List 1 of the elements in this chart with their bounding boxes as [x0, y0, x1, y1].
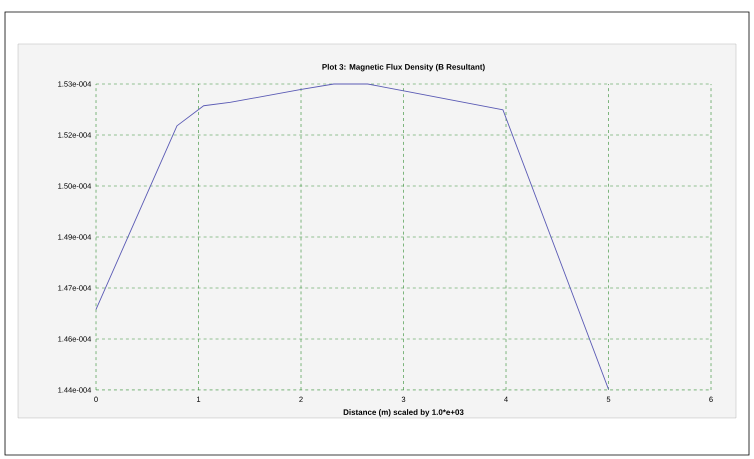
line-series — [96, 84, 609, 390]
